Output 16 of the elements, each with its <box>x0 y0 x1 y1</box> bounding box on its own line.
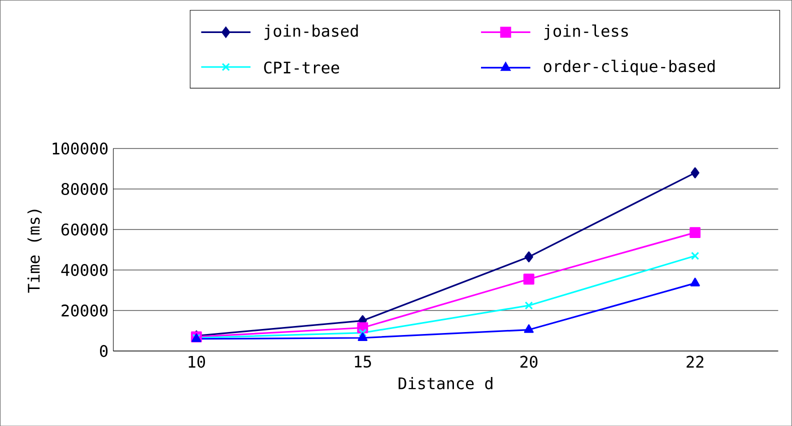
y-tick-label: 20000 <box>62 304 108 316</box>
x-tick-label: 15 <box>354 356 371 368</box>
legend-label: order-clique-based <box>544 60 715 76</box>
y-tick-label: 60000 <box>62 223 108 236</box>
legend-label: CPI-tree <box>264 61 340 74</box>
x-tick-label: 22 <box>686 356 704 368</box>
legend-label: join-based <box>264 24 358 40</box>
y-axis-title: Time (ms) <box>27 210 42 293</box>
y-tick-label: 40000 <box>61 264 108 276</box>
x-axis-title: Distance d <box>398 376 492 390</box>
y-tick-label: 80000 <box>61 182 108 195</box>
y-tick-label: 0 <box>100 344 108 357</box>
x-tick-label: 20 <box>520 356 538 368</box>
y-tick-label: 100000 <box>52 142 108 154</box>
x-tick-label: 10 <box>188 356 205 368</box>
legend-label: join-less <box>544 24 628 40</box>
